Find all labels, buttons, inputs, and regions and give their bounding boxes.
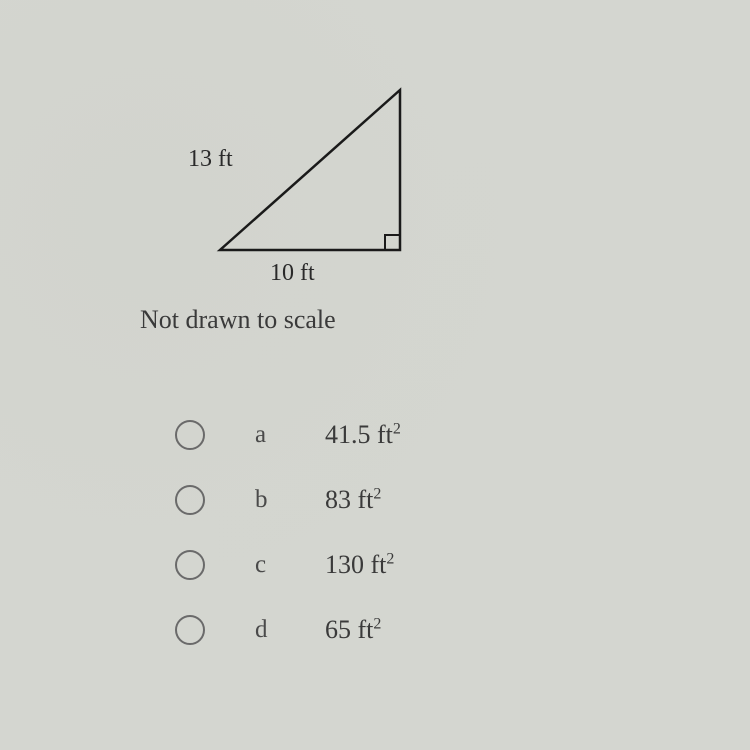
option-b-row[interactable]: b 83 ft2: [175, 485, 750, 515]
radio-b[interactable]: [175, 485, 205, 515]
base-label: 10 ft: [270, 260, 315, 287]
answer-options: a 41.5 ft2 b 83 ft2 c 130 ft2 d 65 ft2: [175, 420, 750, 645]
triangle-shape: [220, 90, 400, 250]
option-a-value: 41.5 ft2: [325, 420, 401, 450]
radio-a[interactable]: [175, 420, 205, 450]
option-c-value: 130 ft2: [325, 550, 394, 580]
scale-note: Not drawn to scale: [140, 305, 750, 335]
option-a-letter: a: [255, 421, 325, 449]
option-b-letter: b: [255, 486, 325, 514]
option-d-row[interactable]: d 65 ft2: [175, 615, 750, 645]
option-d-value: 65 ft2: [325, 615, 381, 645]
radio-d[interactable]: [175, 615, 205, 645]
option-d-letter: d: [255, 616, 325, 644]
option-a-row[interactable]: a 41.5 ft2: [175, 420, 750, 450]
right-angle-marker: [385, 235, 400, 250]
triangle-diagram: 13 ft 10 ft: [170, 70, 430, 270]
question-content: 13 ft 10 ft Not drawn to scale a 41.5 ft…: [0, 0, 750, 645]
radio-c[interactable]: [175, 550, 205, 580]
hypotenuse-label: 13 ft: [188, 146, 233, 173]
option-c-row[interactable]: c 130 ft2: [175, 550, 750, 580]
option-c-letter: c: [255, 551, 325, 579]
option-b-value: 83 ft2: [325, 485, 381, 515]
